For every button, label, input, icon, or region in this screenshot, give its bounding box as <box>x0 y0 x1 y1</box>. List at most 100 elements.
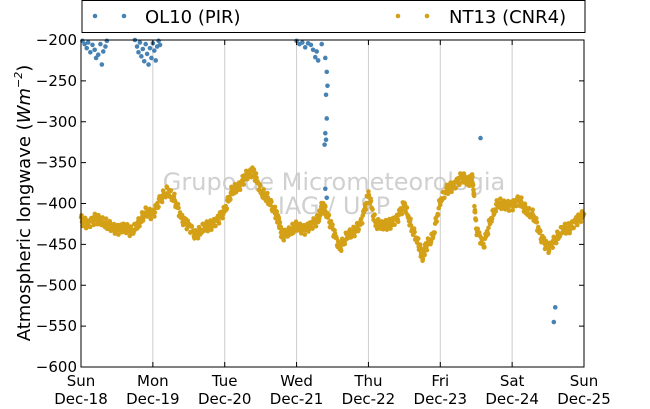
data-point-nt13 <box>155 200 160 206</box>
data-point-nt13 <box>442 195 447 201</box>
data-point-nt13 <box>562 221 568 227</box>
data-point-nt13 <box>241 182 247 187</box>
x-tick-label-day: Sun <box>67 372 96 390</box>
data-point-nt13 <box>172 191 177 197</box>
y-axis-label-exp: −2 <box>12 72 25 88</box>
data-point-nt13 <box>204 219 210 224</box>
data-point-nt13 <box>430 234 436 240</box>
data-point-nt13 <box>553 240 559 246</box>
data-point-nt13 <box>534 220 540 225</box>
data-point-nt13 <box>550 245 555 250</box>
data-point-ol10 <box>100 49 106 54</box>
data-point-ol10 <box>144 51 150 57</box>
data-point-ol10 <box>151 48 157 53</box>
data-point-ol10 <box>92 47 97 53</box>
data-point-nt13 <box>168 188 174 193</box>
data-point-nt13 <box>456 182 462 188</box>
data-point-nt13 <box>254 175 259 181</box>
data-point-nt13 <box>342 241 348 247</box>
data-point-nt13 <box>156 204 161 210</box>
data-point-nt13 <box>152 214 157 219</box>
data-point-nt13 <box>510 207 515 213</box>
data-point-ol10 <box>98 41 103 47</box>
data-point-nt13 <box>363 207 369 212</box>
y-axis-label-open: ( <box>14 123 35 130</box>
data-point-nt13 <box>261 187 267 192</box>
data-point-ol10 <box>95 52 101 58</box>
legend-marker-nt13 <box>424 13 430 19</box>
data-point-nt13 <box>176 205 181 211</box>
data-point-nt13 <box>526 206 532 211</box>
data-point-ol10 <box>323 186 328 192</box>
y-axis-label-close: ) <box>14 65 35 72</box>
data-point-nt13 <box>272 204 278 210</box>
data-point-nt13 <box>265 190 270 196</box>
data-point-nt13 <box>384 227 390 232</box>
data-point-nt13 <box>352 233 357 239</box>
data-point-nt13 <box>519 195 524 200</box>
x-tick-label-date: Dec-18 <box>54 390 108 408</box>
y-tick-label: −200 <box>36 31 77 49</box>
x-tick-label-day: Tue <box>211 372 238 390</box>
data-point-nt13 <box>417 242 423 247</box>
data-point-nt13 <box>228 197 233 202</box>
y-tick-label: −300 <box>36 113 77 131</box>
data-point-nt13 <box>356 226 361 232</box>
data-point-nt13 <box>538 228 543 234</box>
data-point-nt13 <box>472 209 478 215</box>
data-point-nt13 <box>471 193 477 199</box>
data-point-nt13 <box>302 232 308 237</box>
data-point-ol10 <box>136 49 141 55</box>
series-nt13 <box>78 165 587 264</box>
data-point-nt13 <box>310 226 315 231</box>
x-tick-label-day: Thu <box>353 372 382 390</box>
data-point-nt13 <box>432 230 437 235</box>
y-tick-label: −400 <box>36 195 77 213</box>
data-point-nt13 <box>543 238 549 244</box>
data-point-nt13 <box>424 247 430 253</box>
data-point-nt13 <box>313 223 319 229</box>
data-point-nt13 <box>336 239 341 244</box>
data-point-nt13 <box>368 198 374 204</box>
data-point-nt13 <box>92 211 98 217</box>
data-point-ol10 <box>315 58 321 63</box>
data-point-nt13 <box>395 219 401 225</box>
data-point-nt13 <box>323 204 328 210</box>
data-point-ol10 <box>103 44 108 49</box>
data-point-nt13 <box>274 209 280 214</box>
x-tick-label-day: Sun <box>570 372 599 390</box>
y-tick-label: −350 <box>36 154 77 172</box>
data-point-ol10 <box>82 41 87 47</box>
data-point-ol10 <box>143 41 148 47</box>
data-point-nt13 <box>575 222 580 228</box>
data-point-nt13 <box>533 216 539 221</box>
data-point-nt13 <box>445 191 451 197</box>
data-point-ol10 <box>99 62 105 67</box>
data-point-ol10 <box>322 142 327 147</box>
y-tick-label: −500 <box>36 276 77 294</box>
data-point-nt13 <box>220 215 225 221</box>
data-point-ol10 <box>308 42 314 48</box>
data-point-nt13 <box>546 248 552 253</box>
data-point-nt13 <box>195 235 201 241</box>
data-point-nt13 <box>111 221 117 227</box>
series-ol10 <box>80 37 558 325</box>
data-point-ol10 <box>157 42 163 48</box>
data-point-nt13 <box>281 237 287 243</box>
data-point-nt13 <box>253 171 259 176</box>
data-point-ol10 <box>149 55 154 61</box>
data-point-nt13 <box>164 185 170 191</box>
data-point-ol10 <box>310 47 316 53</box>
data-point-nt13 <box>224 206 230 211</box>
data-point-ol10 <box>551 319 557 325</box>
data-point-ol10 <box>147 45 153 51</box>
data-point-nt13 <box>470 182 476 188</box>
data-point-nt13 <box>100 215 105 220</box>
data-point-nt13 <box>486 225 491 231</box>
data-point-ol10 <box>302 45 308 50</box>
y-axis-label-unit: Wm <box>14 88 35 123</box>
data-point-nt13 <box>159 199 165 205</box>
data-point-ol10 <box>156 38 161 44</box>
data-point-nt13 <box>338 248 344 254</box>
x-tick-label-day: Fri <box>431 372 449 390</box>
